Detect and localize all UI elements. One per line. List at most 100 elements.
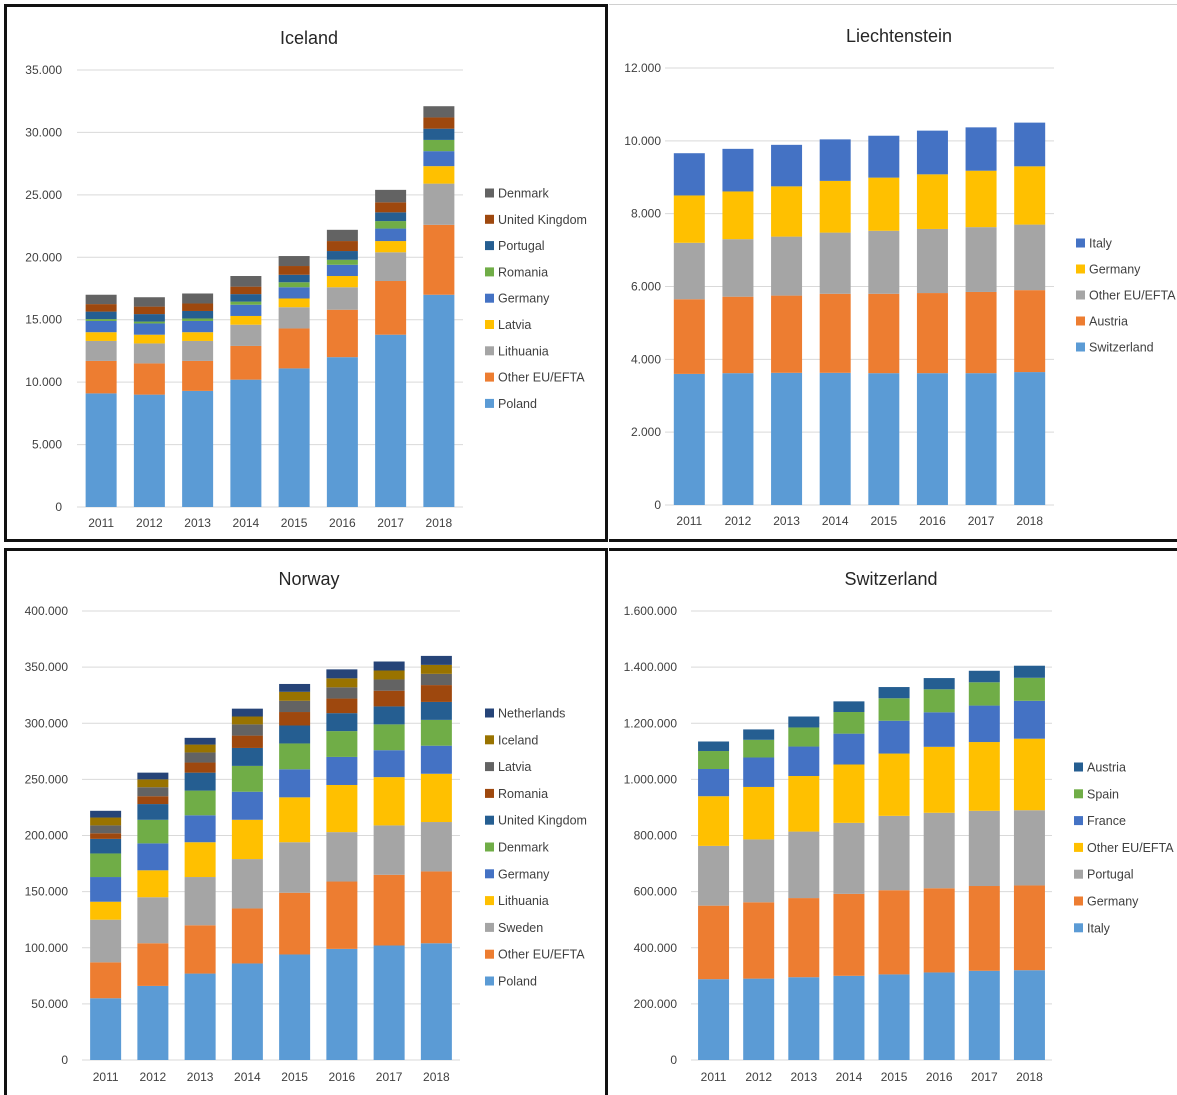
x-tick-label: 2011 — [93, 1070, 119, 1084]
bar-segment-austria-2011 — [673, 299, 705, 374]
x-tick-label: 2017 — [968, 514, 995, 528]
bar-segment-denmark-2014 — [231, 765, 263, 792]
bar-segment-poland-2014 — [231, 963, 263, 1060]
x-tick-label: 2014 — [234, 1070, 261, 1084]
bar-segment-poland-2018 — [423, 294, 455, 507]
bar-segment-lithuania-2014 — [231, 819, 263, 860]
legend-swatch-austria — [1076, 316, 1085, 326]
legend-label-iceland: Iceland — [498, 733, 538, 747]
legend-swatch-germany — [1076, 264, 1085, 274]
x-tick-label: 2011 — [88, 516, 114, 530]
bar-segment-other-eu-efta-2016 — [326, 309, 358, 358]
y-tick-label: 400.000 — [634, 941, 678, 955]
bar-segment-austria-2011 — [698, 741, 730, 752]
bar-segment-italy-2016 — [923, 972, 955, 1060]
bar-segment-spain-2018 — [1013, 677, 1045, 701]
bar-segment-united-kingdom-2011 — [85, 304, 117, 312]
legend-swatch-romania — [485, 267, 494, 277]
legend-label-denmark: Denmark — [498, 841, 549, 855]
bar-segment-austria-2012 — [743, 729, 775, 740]
bar-segment-switzerland-2016 — [916, 373, 948, 505]
bar-segment-sweden-2011 — [90, 919, 122, 963]
bar-segment-netherlands-2014 — [231, 708, 263, 717]
x-tick-label: 2014 — [233, 516, 260, 530]
bar-segment-france-2015 — [878, 720, 910, 754]
bar-segment-germany-2012 — [133, 323, 165, 335]
legend-label-other-eu-efta: Other EU/EFTA — [1089, 289, 1176, 303]
bar-segment-other-eu-efta-2011 — [85, 360, 117, 394]
bar-segment-latvia-2018 — [420, 673, 452, 686]
bar-segment-other-eu-efta-2014 — [231, 908, 263, 964]
bar-segment-lithuania-2018 — [423, 183, 455, 225]
bar-segment-poland-2011 — [85, 393, 117, 507]
bar-segment-other-eu-efta-2012 — [137, 943, 169, 986]
bar-segment-latvia-2011 — [85, 332, 117, 341]
bar-segment-united-kingdom-2014 — [230, 286, 262, 295]
bar-segment-other-eu-efta-2017 — [375, 281, 407, 335]
bar-segment-austria-2013 — [771, 295, 803, 373]
bar-segment-romania-2015 — [279, 712, 311, 726]
bar-segment-austria-2014 — [833, 701, 865, 713]
y-tick-label: 0 — [55, 500, 62, 514]
bar-segment-other-eu-efta-2018 — [1014, 224, 1046, 291]
bar-segment-germany-2016 — [326, 264, 358, 277]
bar-segment-other-eu-efta-2014 — [833, 764, 865, 823]
bar-segment-portugal-2017 — [968, 810, 1000, 887]
bar-segment-germany-2011 — [90, 877, 122, 902]
bar-segment-germany-2012 — [722, 191, 754, 240]
bar-segment-romania-2011 — [90, 833, 122, 839]
x-tick-label: 2015 — [881, 1070, 908, 1084]
bar-segment-denmark-2011 — [90, 853, 122, 878]
bar-segment-spain-2012 — [743, 739, 775, 758]
bar-segment-switzerland-2014 — [819, 372, 851, 505]
legend-label-germany: Germany — [498, 292, 550, 306]
chart-title: Norway — [278, 569, 339, 589]
legend-label-netherlands: Netherlands — [498, 707, 565, 721]
y-tick-label: 5.000 — [32, 438, 62, 452]
bar-segment-lithuania-2013 — [184, 842, 216, 878]
bar-segment-united-kingdom-2017 — [373, 706, 405, 725]
bar-segment-romania-2011 — [85, 319, 117, 321]
bar-segment-poland-2011 — [90, 998, 122, 1060]
bar-segment-germany-2016 — [923, 888, 955, 973]
bar-segment-lithuania-2011 — [90, 901, 122, 920]
legend-swatch-iceland — [485, 735, 494, 745]
legend-swatch-romania — [485, 788, 494, 798]
bar-segment-iceland-2017 — [373, 670, 405, 680]
bar-segment-other-eu-efta-2015 — [878, 753, 910, 816]
y-tick-label: 15.000 — [25, 313, 62, 327]
bar-segment-latvia-2016 — [326, 687, 358, 699]
x-tick-label: 2013 — [184, 516, 211, 530]
bar-segment-united-kingdom-2012 — [137, 804, 169, 820]
x-tick-label: 2013 — [790, 1070, 817, 1084]
bar-segment-switzerland-2011 — [673, 373, 705, 505]
bar-segment-latvia-2013 — [182, 332, 214, 341]
legend-swatch-spain — [1074, 789, 1083, 799]
bar-segment-sweden-2015 — [279, 842, 311, 893]
bar-segment-other-eu-efta-2011 — [698, 796, 730, 846]
bar-segment-united-kingdom-2018 — [423, 117, 455, 129]
bar-segment-france-2016 — [923, 712, 955, 747]
y-tick-label: 35.000 — [25, 63, 62, 77]
bar-segment-other-eu-efta-2014 — [230, 345, 262, 380]
bar-segment-denmark-2013 — [184, 790, 216, 816]
bar-segment-denmark-2016 — [326, 229, 358, 242]
y-tick-label: 2.000 — [631, 425, 661, 439]
bar-segment-lithuania-2015 — [278, 307, 310, 329]
legend-label-other-eu-efta: Other EU/EFTA — [498, 371, 585, 385]
bar-segment-united-kingdom-2014 — [231, 747, 263, 766]
legend-label-lithuania: Lithuania — [498, 894, 549, 908]
bar-segment-iceland-2016 — [326, 678, 358, 688]
bar-segment-netherlands-2011 — [90, 810, 122, 818]
legend-label-united-kingdom: United Kingdom — [498, 213, 587, 227]
legend-swatch-italy — [1074, 923, 1083, 933]
bar-segment-lithuania-2013 — [182, 340, 214, 361]
bar-segment-portugal-2018 — [1013, 810, 1045, 886]
bar-segment-denmark-2017 — [375, 189, 407, 203]
legend-label-spain: Spain — [1087, 787, 1119, 801]
legend-swatch-latvia — [485, 320, 494, 329]
legend-swatch-poland — [485, 976, 494, 986]
bar-segment-netherlands-2018 — [420, 655, 452, 665]
bar-segment-romania-2018 — [420, 685, 452, 702]
x-tick-label: 2015 — [281, 1070, 308, 1084]
